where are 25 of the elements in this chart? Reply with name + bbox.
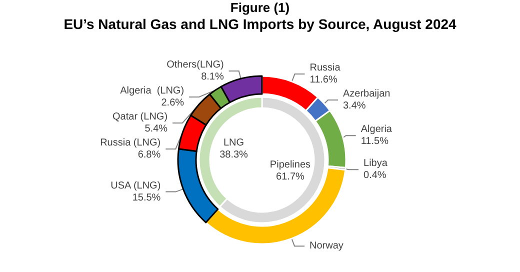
- slice-label: Qatar (LNG): [112, 111, 168, 122]
- slice-label: USA (LNG): [110, 180, 161, 192]
- chart-title: Figure (1): [230, 0, 290, 15]
- slice-label: Libya: [364, 158, 388, 170]
- data-label: 5.4%: [144, 123, 168, 134]
- data-label: 11.6%: [310, 74, 338, 86]
- slice-label: LNG: [223, 138, 244, 149]
- data-label: 6.8%: [138, 149, 161, 160]
- data-label: 8.1%: [201, 71, 224, 82]
- slice-label: Norway: [309, 240, 344, 252]
- data-label: 61.7%: [276, 171, 305, 182]
- slice-label: Russia: [310, 62, 341, 74]
- data-label: 2.6%: [161, 97, 184, 108]
- slice-label: Algeria: [360, 124, 392, 136]
- chart-subtitle: EU’s Natural Gas and LNG Imports by Source, August 2024: [64, 16, 457, 32]
- data-label: 11.5%: [360, 136, 389, 148]
- data-label: 15.5%: [132, 192, 161, 204]
- data-label: 0.4%: [364, 170, 386, 182]
- slice-label: Russia (LNG): [100, 137, 161, 148]
- data-label: 3.4%: [342, 100, 366, 112]
- slice-label: Pipelines: [270, 159, 311, 170]
- slice-label: Algeria (LNG): [120, 85, 184, 96]
- data-label: 38.3%: [220, 150, 248, 161]
- slice-label: Azerbaijan: [342, 88, 390, 100]
- slice-label: Others(LNG): [166, 59, 224, 70]
